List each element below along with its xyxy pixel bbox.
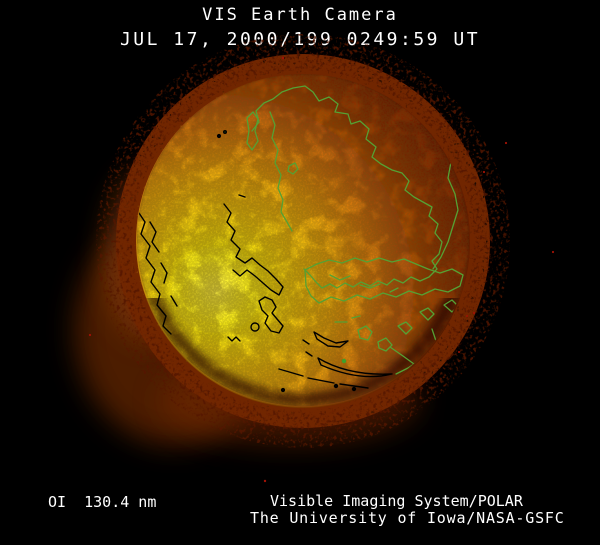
- coastline-north: [251, 85, 443, 289]
- island-bits: [238, 194, 313, 357]
- island-ring: [250, 322, 260, 332]
- coastline-west: [137, 209, 172, 335]
- noise-specks: [88, 56, 555, 483]
- island-dot: [351, 386, 357, 392]
- coastline-southeast: [304, 257, 464, 304]
- halo-speckle: [96, 34, 510, 448]
- island-chain: [278, 368, 369, 389]
- island-arc: [389, 346, 415, 365]
- credit-line-2: The University of Iowa/NASA-GSFC: [250, 509, 565, 527]
- green-marker-dot: [341, 358, 347, 364]
- island-outline: [357, 325, 373, 341]
- island-outline: [246, 111, 259, 151]
- wavelength-label: OI 130.4 nm: [48, 493, 157, 511]
- coastline-central: [223, 203, 284, 296]
- island-dot: [280, 387, 286, 393]
- island-outline: [397, 321, 413, 335]
- island-sliver: [317, 357, 393, 378]
- credit-line-1: Visible Imaging System/POLAR: [270, 492, 523, 510]
- island-outline: [287, 162, 299, 175]
- image-title: VIS Earth Camera: [202, 5, 398, 25]
- disk-noise-texture: [137, 74, 469, 406]
- island-dot: [222, 129, 227, 134]
- coastline-west-detail: [149, 221, 178, 307]
- island-outline: [419, 307, 435, 321]
- island-outline: [258, 296, 284, 334]
- coastline-mid: [269, 111, 293, 232]
- coastline-detail: [329, 274, 399, 323]
- coastline-mark: [227, 336, 241, 342]
- island-outline: [377, 337, 393, 352]
- continent-outlines-black: [137, 129, 393, 393]
- island-dot: [216, 133, 222, 139]
- lower-limb-dark-band: [148, 298, 458, 406]
- island-outline: [313, 331, 349, 348]
- island-dot: [333, 383, 339, 389]
